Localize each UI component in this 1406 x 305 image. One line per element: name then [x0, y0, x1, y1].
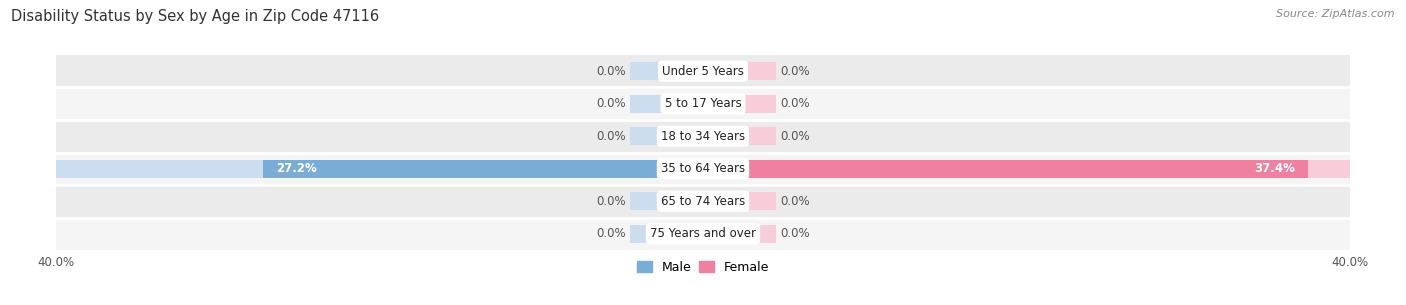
Text: 0.0%: 0.0%	[596, 130, 626, 143]
Text: 0.0%: 0.0%	[780, 227, 810, 240]
Bar	[703, 127, 776, 145]
Bar	[630, 95, 703, 113]
Text: 75 Years and over: 75 Years and over	[650, 227, 756, 240]
Bar	[703, 62, 776, 80]
Legend: Male, Female: Male, Female	[631, 256, 775, 279]
Bar	[56, 160, 703, 178]
Text: Source: ZipAtlas.com: Source: ZipAtlas.com	[1277, 9, 1395, 19]
Bar	[703, 95, 776, 113]
Text: 0.0%: 0.0%	[780, 195, 810, 208]
Text: 37.4%: 37.4%	[1254, 162, 1295, 175]
Bar	[703, 160, 1350, 178]
Bar	[56, 88, 1350, 120]
Text: 0.0%: 0.0%	[596, 65, 626, 78]
Bar	[703, 192, 776, 210]
Text: 0.0%: 0.0%	[780, 97, 810, 110]
Text: 65 to 74 Years: 65 to 74 Years	[661, 195, 745, 208]
Text: 27.2%: 27.2%	[276, 162, 316, 175]
Text: 0.0%: 0.0%	[596, 97, 626, 110]
Bar	[56, 185, 1350, 217]
Bar	[56, 55, 1350, 88]
Bar	[56, 120, 1350, 152]
Bar	[630, 225, 703, 243]
Bar	[56, 217, 1350, 250]
Text: 18 to 34 Years: 18 to 34 Years	[661, 130, 745, 143]
Text: 0.0%: 0.0%	[596, 195, 626, 208]
Bar	[703, 225, 776, 243]
Text: 0.0%: 0.0%	[780, 65, 810, 78]
Text: 0.0%: 0.0%	[596, 227, 626, 240]
Text: Under 5 Years: Under 5 Years	[662, 65, 744, 78]
Bar	[630, 192, 703, 210]
Bar	[630, 127, 703, 145]
Bar	[703, 160, 1308, 178]
Bar	[630, 62, 703, 80]
Text: Disability Status by Sex by Age in Zip Code 47116: Disability Status by Sex by Age in Zip C…	[11, 9, 380, 24]
Bar	[263, 160, 703, 178]
Text: 35 to 64 Years: 35 to 64 Years	[661, 162, 745, 175]
Bar	[56, 152, 1350, 185]
Text: 5 to 17 Years: 5 to 17 Years	[665, 97, 741, 110]
Text: 0.0%: 0.0%	[780, 130, 810, 143]
